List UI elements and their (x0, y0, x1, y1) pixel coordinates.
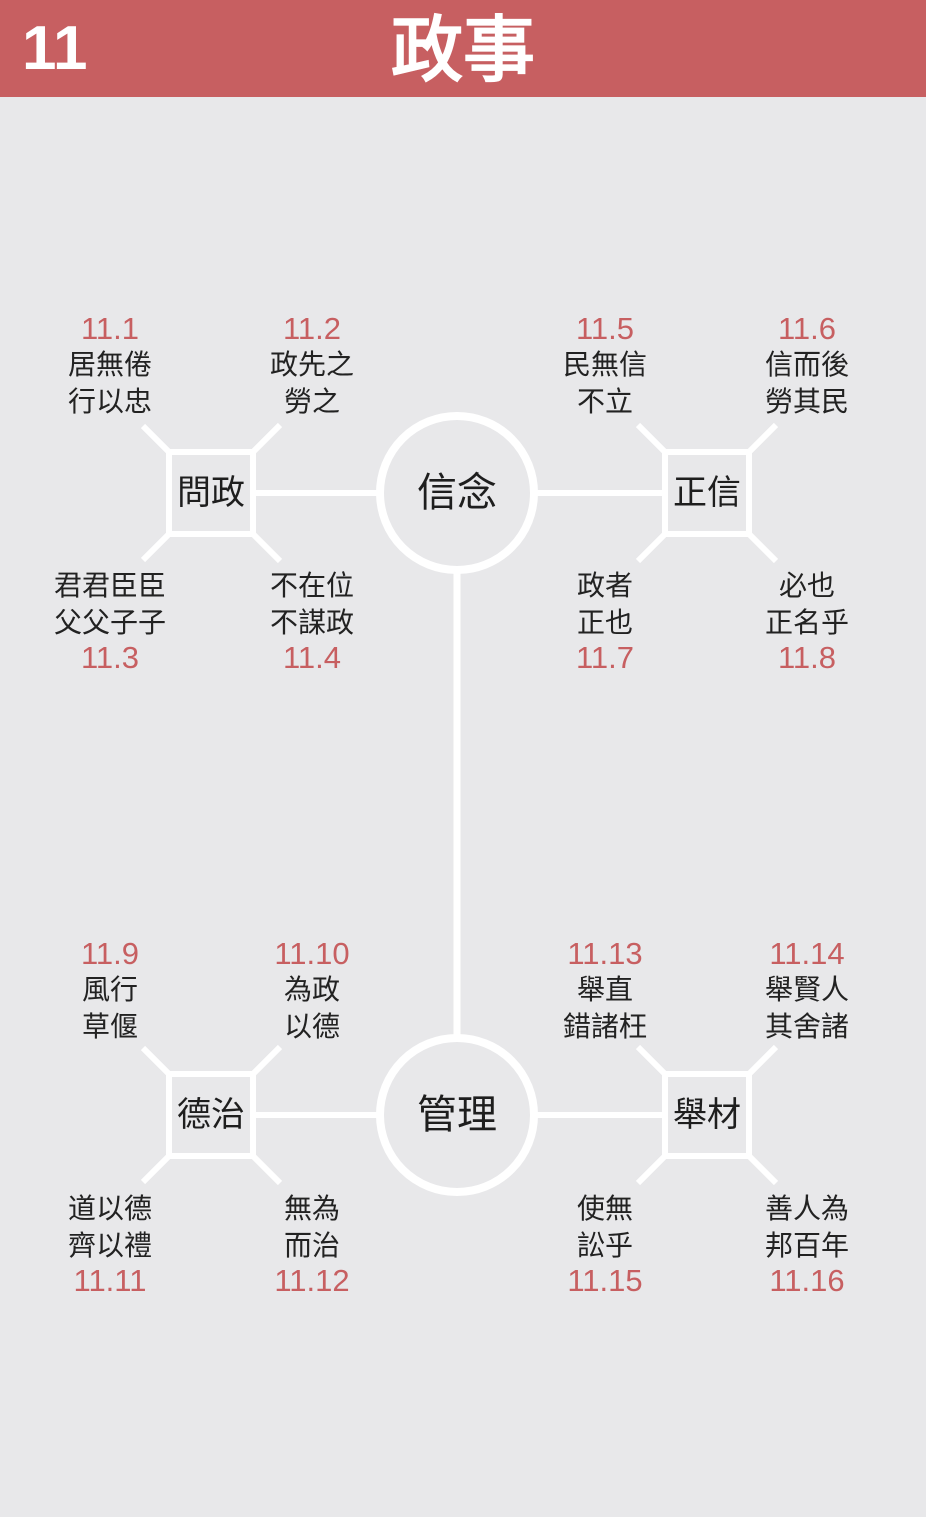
subnode-label-zhengxin: 正信 (673, 473, 741, 513)
leaf-text-line: 而治 (283, 1229, 340, 1262)
leaf-text-line: 以德 (283, 1010, 340, 1043)
leaf-item: 11.9 風行 草偃 (25, 937, 195, 1045)
leaf-item: 11.1 居無倦 行以忠 (25, 312, 195, 420)
leaf-number: 11.11 (73, 1263, 147, 1298)
leaf-number: 11.8 (777, 640, 837, 675)
leaf-number: 11.6 (777, 311, 837, 346)
leaf-text-line: 風行 (81, 973, 138, 1006)
leaf-item: 必也 正名乎 11.8 (722, 567, 892, 675)
leaf-text-line: 民無信 (562, 348, 647, 381)
chapter-title: 政事 (390, 8, 535, 92)
leaf-text-line: 無為 (283, 1192, 340, 1225)
leaf-number: 11.2 (282, 311, 342, 346)
subnode-dezhi-frame (140, 1044, 283, 1186)
leaf-text-line: 居無倦 (67, 348, 152, 381)
leaf-text-line: 為政 (283, 973, 340, 1006)
subnode-zhengxin-frame (635, 422, 779, 564)
header-bar: 11 政事 (0, 0, 926, 97)
leaf-text-line: 不謀政 (269, 606, 354, 639)
leaf-number: 11.5 (575, 311, 635, 346)
leaf-text-line: 舉直 (576, 973, 633, 1006)
leaf-item: 不在位 不謀政 11.4 (227, 567, 397, 675)
leaf-text-line: 政先之 (269, 348, 354, 381)
leaf-text-line: 行以忠 (67, 385, 152, 418)
leaf-item: 君君臣臣 父父子子 11.3 (25, 567, 195, 675)
leaf-item: 11.5 民無信 不立 (520, 312, 690, 420)
leaf-text-line: 道以德 (67, 1192, 152, 1225)
leaf-text-line: 勞其民 (764, 385, 849, 418)
hub-label-xinnian: 信念 (417, 470, 497, 516)
leaf-item: 11.14 舉賢人 其舍諸 (722, 937, 892, 1045)
leaf-number: 11.16 (769, 1263, 845, 1298)
leaf-item: 善人為 邦百年 11.16 (722, 1190, 892, 1298)
leaf-text-line: 正也 (576, 606, 633, 639)
leaf-item: 使無 訟乎 11.15 (520, 1190, 690, 1298)
leaf-item: 11.2 政先之 勞之 (227, 312, 397, 420)
leaf-text-line: 父父子子 (53, 606, 166, 639)
leaf-text-line: 不立 (576, 385, 633, 418)
subnode-label-dezhi: 德治 (177, 1095, 245, 1135)
leaf-number: 11.4 (282, 640, 342, 675)
leaf-text-line: 草偃 (81, 1010, 138, 1043)
leaf-item: 11.13 舉直 錯諸枉 (520, 937, 690, 1045)
leaf-text-line: 信而後 (764, 348, 849, 381)
subnode-label-wenzheng: 問政 (177, 473, 245, 513)
leaf-text-line: 勞之 (283, 385, 340, 418)
leaf-item: 無為 而治 11.12 (227, 1190, 397, 1298)
leaf-number: 11.3 (80, 640, 140, 675)
leaf-number: 11.14 (769, 936, 845, 971)
leaf-item: 11.10 為政 以德 (227, 937, 397, 1045)
leaf-text-line: 舉賢人 (764, 973, 849, 1006)
chapter-number: 11 (22, 14, 88, 83)
leaf-number: 11.13 (567, 936, 643, 971)
leaf-text-line: 訟乎 (576, 1229, 633, 1262)
hub-label-guanli: 管理 (417, 1092, 497, 1138)
leaf-item: 政者 正也 11.7 (520, 567, 690, 675)
leaf-number: 11.10 (274, 936, 350, 971)
leaf-text-line: 政者 (576, 569, 633, 602)
leaf-text-line: 其舍諸 (764, 1010, 849, 1043)
leaf-text-line: 善人為 (764, 1192, 849, 1225)
subnode-label-jucai: 舉材 (673, 1095, 741, 1135)
leaf-text-line: 必也 (778, 569, 835, 602)
leaf-number: 11.1 (80, 311, 140, 346)
leaf-number: 11.7 (575, 640, 635, 675)
leaf-text-line: 不在位 (269, 569, 354, 602)
leaf-text-line: 錯諸枉 (562, 1010, 647, 1043)
leaf-number: 11.15 (567, 1263, 643, 1298)
subnode-jucai-frame (635, 1044, 779, 1186)
leaf-item: 道以德 齊以禮 11.11 (25, 1190, 195, 1298)
subnode-wenzheng-frame (140, 422, 283, 564)
leaf-text-line: 正名乎 (764, 606, 849, 639)
leaf-item: 11.6 信而後 勞其民 (722, 312, 892, 420)
leaf-text-line: 齊以禮 (67, 1229, 152, 1262)
leaf-number: 11.12 (274, 1263, 350, 1298)
leaf-text-line: 使無 (576, 1192, 633, 1225)
leaf-text-line: 君君臣臣 (53, 569, 166, 602)
leaf-text-line: 邦百年 (764, 1229, 849, 1262)
leaf-number: 11.9 (80, 936, 140, 971)
